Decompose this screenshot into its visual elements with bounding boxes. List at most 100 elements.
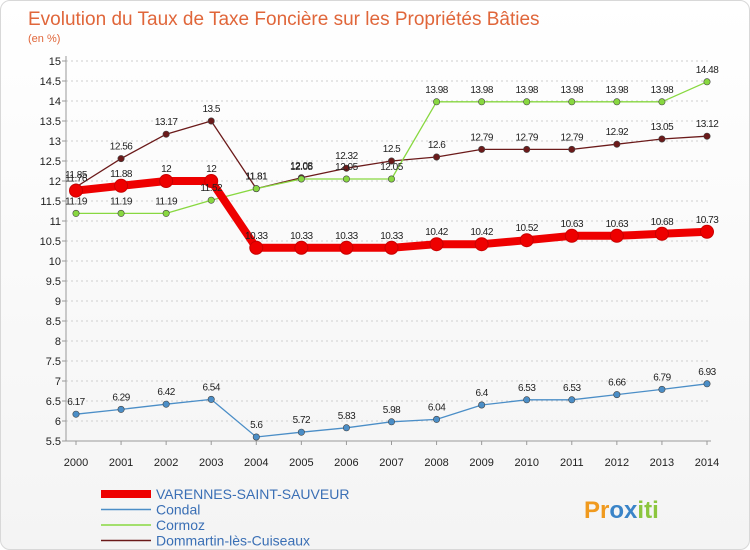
data-label: 12.79 (515, 132, 538, 143)
y-tick-label: 13.5 (40, 116, 61, 128)
x-tick-label: 2008 (424, 457, 448, 469)
data-point (297, 428, 305, 436)
x-tick-label: 2003 (199, 457, 223, 469)
data-label: 12.5 (383, 144, 401, 155)
data-label: 13.98 (515, 85, 538, 96)
data-label: 10.63 (561, 219, 584, 230)
data-label: 11.76 (65, 174, 88, 185)
data-label: 12.05 (335, 162, 358, 173)
y-tick-label: 14 (49, 96, 61, 108)
logo-letter: t (644, 497, 652, 524)
data-point (433, 153, 441, 161)
data-label: 14.48 (696, 65, 719, 76)
logo-letter: r (600, 497, 609, 524)
data-point (703, 132, 711, 140)
data-label: 13.12 (696, 119, 719, 130)
data-label: 12.08 (290, 161, 313, 172)
data-label: 6.04 (428, 402, 446, 413)
data-label: 13.05 (651, 122, 674, 133)
data-label: 12.92 (606, 127, 629, 138)
data-point (658, 98, 666, 106)
data-point (117, 209, 125, 217)
data-point (568, 98, 576, 106)
data-label: 12.56 (110, 142, 133, 153)
x-tick-label: 2011 (560, 457, 584, 469)
proxiti-logo: Proxiti (584, 497, 659, 524)
y-tick-label: 6 (55, 416, 61, 428)
data-point (297, 175, 305, 183)
x-tick-labels: 2000 2001 2002 2003 2004 2005 2006 2007 2008 2009… (64, 441, 719, 469)
data-point (162, 209, 170, 217)
data-label: 11.88 (110, 169, 133, 180)
data-label: 12 (206, 164, 217, 175)
logo-letter: P (584, 497, 600, 524)
chart-subtitle: (en %) (28, 33, 60, 45)
logo-letter: i (652, 497, 659, 524)
data-label: 11.52 (200, 183, 223, 194)
logo-letter: o (609, 497, 624, 524)
data-label: 11.19 (65, 196, 88, 207)
data-label: 10.52 (515, 223, 538, 234)
x-tick-label: 2012 (605, 457, 629, 469)
data-point (564, 228, 579, 243)
data-label: 6.53 (563, 383, 581, 394)
y-tick-label: 8 (55, 336, 61, 348)
data-point (384, 240, 399, 255)
y-tick-label: 11.5 (40, 196, 61, 208)
data-point (162, 130, 170, 138)
data-label: 11.19 (110, 196, 133, 207)
data-point (703, 78, 711, 86)
data-label: 5.98 (383, 405, 401, 416)
y-tick-label: 5.5 (46, 436, 61, 448)
data-label: 6.17 (67, 397, 85, 408)
x-tick-label: 2013 (650, 457, 674, 469)
y-tick-label: 12.5 (40, 156, 61, 168)
data-point (703, 380, 711, 388)
data-label: 12.79 (561, 132, 584, 143)
x-tick-label: 2001 (109, 457, 133, 469)
data-label: 12.32 (335, 151, 358, 162)
legend-label: VARENNES-SAINT-SAUVEUR (156, 486, 349, 502)
data-point (387, 157, 395, 165)
chart-title: Evolution du Taux de Taxe Foncière sur l… (28, 9, 540, 30)
y-tick-label: 10.5 (40, 236, 61, 248)
x-tick-label: 2010 (514, 457, 538, 469)
data-label: 6.79 (653, 372, 671, 383)
y-tick-label: 9 (55, 296, 61, 308)
y-tick-label: 7.5 (46, 356, 61, 368)
data-label: 5.83 (338, 411, 356, 422)
data-label: 12.79 (470, 132, 493, 143)
series-cormoz (72, 78, 711, 217)
logo-letter: i (637, 497, 644, 524)
data-point (433, 415, 441, 423)
data-point (613, 140, 621, 148)
data-label: 13.98 (651, 85, 674, 96)
x-tick-label: 2014 (695, 457, 719, 469)
data-point (658, 135, 666, 143)
data-point (114, 178, 129, 193)
x-tick-label: 2005 (289, 457, 313, 469)
data-point (117, 155, 125, 163)
data-point (204, 174, 219, 188)
data-point (568, 145, 576, 153)
data-point (69, 183, 83, 198)
y-tick-label: 12 (49, 176, 61, 188)
x-tick-label: 2009 (469, 457, 493, 469)
x-tick-label: 2002 (154, 457, 178, 469)
data-point (252, 433, 260, 441)
y-tick-label: 7 (55, 376, 61, 388)
data-label: 6.54 (202, 382, 220, 393)
data-label: 10.33 (380, 231, 403, 242)
data-point (523, 145, 531, 153)
y-tick-label: 15 (49, 56, 61, 68)
data-point (207, 196, 215, 204)
data-label: 6.4 (475, 388, 488, 399)
y-tick-label: 13 (49, 136, 61, 148)
data-point (387, 175, 395, 183)
data-point (700, 224, 714, 239)
series-condal (72, 380, 711, 441)
x-tick-label: 2006 (334, 457, 358, 469)
legend-label: Cormoz (156, 517, 205, 533)
data-label: 6.42 (157, 387, 175, 398)
